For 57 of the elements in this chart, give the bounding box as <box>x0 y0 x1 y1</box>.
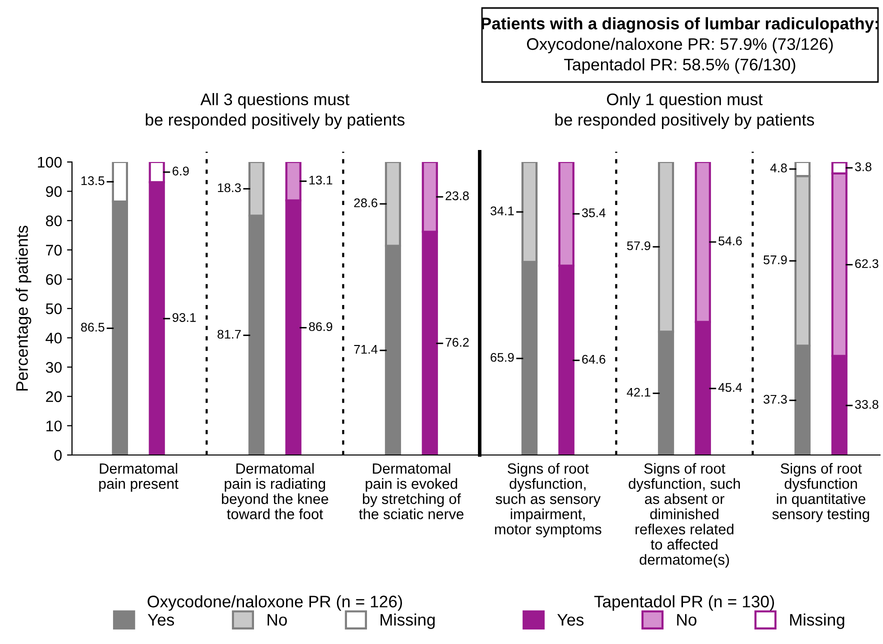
data-label: 64.6 <box>582 354 606 364</box>
data-label: 35.4 <box>582 208 606 218</box>
data-label: 13.5 <box>81 176 104 186</box>
data-label: 86.5 <box>81 322 104 332</box>
y-tick-label: 100 <box>38 156 62 168</box>
data-label: 4.8 <box>770 164 787 172</box>
data-label: 33.8 <box>855 400 878 409</box>
data-label: 54.6 <box>718 236 742 246</box>
data-label: 71.4 <box>354 345 378 354</box>
text: Dermatomal pain is radiating beyond the knee toward the foot <box>222 463 328 520</box>
legend-label: Yes <box>148 614 174 626</box>
data-label: 93.1 <box>172 313 196 322</box>
data-label: 13.1 <box>309 176 332 185</box>
data-label: 37.3 <box>764 394 787 404</box>
data-label: 81.7 <box>218 330 241 339</box>
text: Dermatomal pain is evoked by stretching of the sciatic nerve <box>358 463 464 520</box>
text: Tapentadol PR: 58.5% (76/130) <box>564 58 796 74</box>
text: Patients with a diagnosis of lumbar radiculopathy: <box>482 17 878 33</box>
text: Signs of root dysfunction, such as sensory impairment, motor symptoms <box>495 463 602 538</box>
y-tick-label: 60 <box>46 274 62 285</box>
y-tick-label: 80 <box>46 215 62 226</box>
text: All 3 questions must be responded positively by patients <box>146 93 405 129</box>
y-axis-title: Percentage of patients <box>16 226 32 391</box>
data-label: 23.8 <box>446 191 469 200</box>
data-label: 86.9 <box>309 322 332 332</box>
y-tick-label: 10 <box>46 420 62 432</box>
y-tick-label: 50 <box>46 303 62 314</box>
y-tick-label: 20 <box>46 391 62 402</box>
data-label: 57.9 <box>627 241 650 250</box>
legend-label: No <box>268 614 287 626</box>
data-label: 28.6 <box>354 198 378 208</box>
legend-label: Missing <box>380 613 435 629</box>
y-tick-label: 90 <box>46 186 62 197</box>
text: Oxycodone/naloxone PR: 57.9% (73/126) <box>527 38 833 54</box>
text: Yes <box>557 614 584 626</box>
text: Signs of root dysfunction in quantitative sensory testing <box>772 463 870 522</box>
data-label: 57.9 <box>764 255 787 264</box>
y-tick-label: 0 <box>54 450 62 461</box>
data-label: 76.2 <box>446 338 469 347</box>
text: Dermatomal pain present <box>99 463 178 492</box>
data-label: 3.8 <box>855 162 872 172</box>
data-label: 65.9 <box>490 352 514 362</box>
text: Tapentadol PR (n = 130) <box>594 595 774 611</box>
text: Only 1 question must be responded positively by patients <box>555 93 814 129</box>
data-label: 62.3 <box>855 259 878 268</box>
data-label: 34.1 <box>490 206 514 216</box>
data-label: 45.4 <box>718 383 742 392</box>
y-tick-label: 70 <box>46 244 62 256</box>
text: Oxycodone/naloxone PR (n = 126) <box>148 595 402 611</box>
data-label: 6.9 <box>172 166 189 176</box>
y-tick-label: 40 <box>46 332 62 344</box>
text: No <box>677 614 696 626</box>
y-tick-label: 30 <box>46 362 62 373</box>
data-label: 42.1 <box>626 388 650 397</box>
text: Missing <box>790 613 844 629</box>
text: Signs of root dysfunction, such as absent or diminished reflexes related to affected dermatome(s) <box>628 463 740 568</box>
data-label: 18.3 <box>218 183 241 192</box>
